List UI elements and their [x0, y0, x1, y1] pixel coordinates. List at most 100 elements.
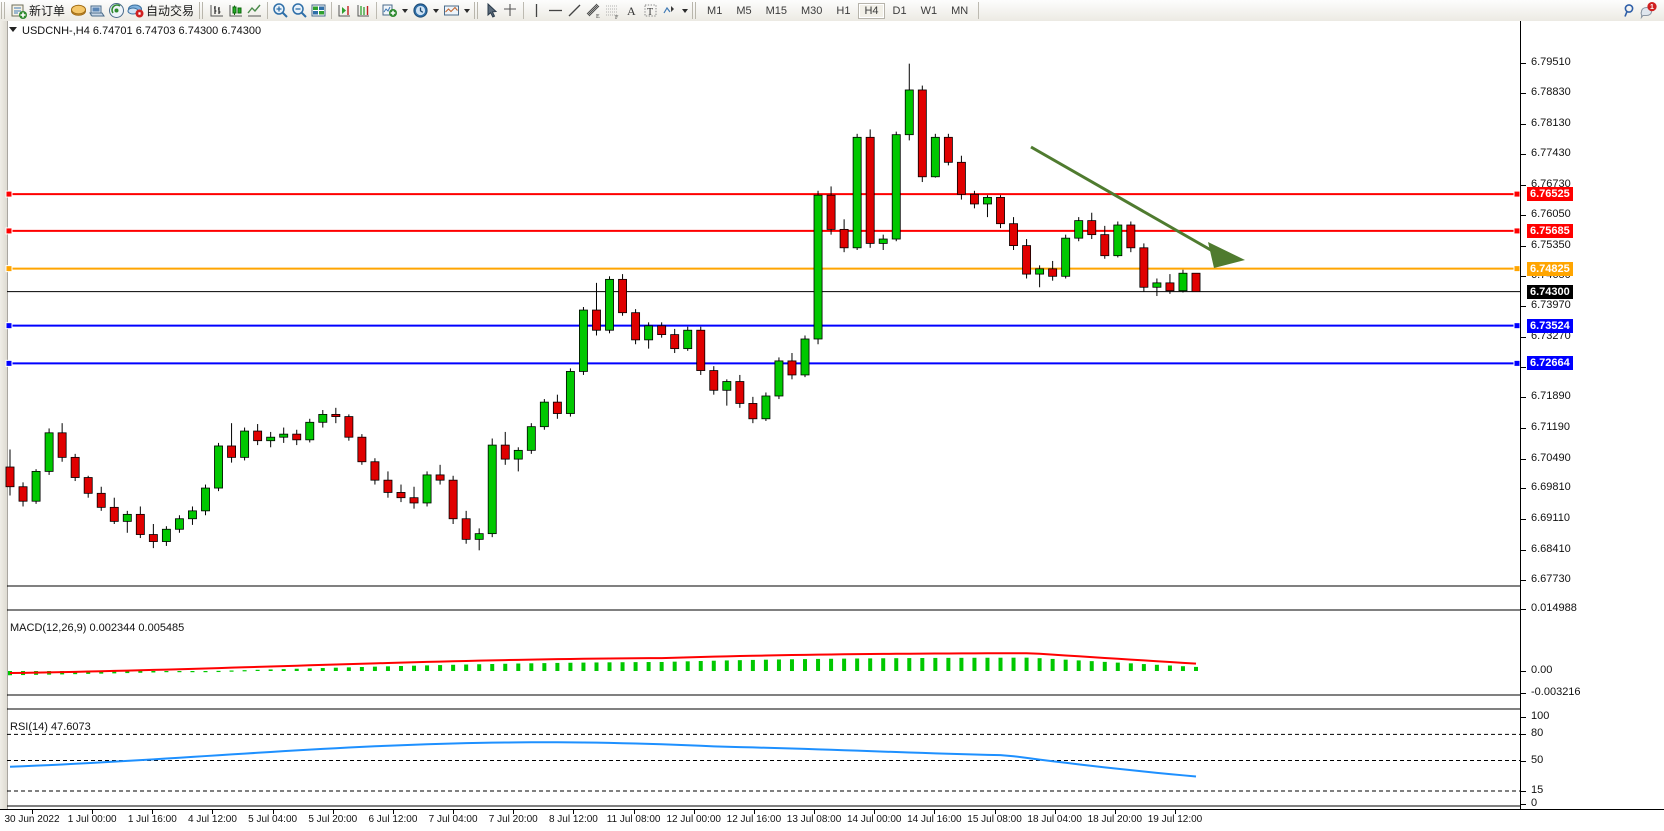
- timeframe-m30[interactable]: M30: [801, 4, 823, 17]
- price-level-tag-pivot[interactable]: 6.74825: [1527, 261, 1573, 276]
- price-level-tag-last-price[interactable]: 6.74300: [1527, 284, 1573, 299]
- chart-area[interactable]: USDCNH-,H4 6.74701 6.74703 6.74300 6.743…: [0, 21, 1664, 831]
- macd-tick: [1521, 671, 1526, 672]
- search-icon[interactable]: [1620, 1, 1639, 20]
- new-order-label[interactable]: 新订单: [29, 4, 66, 18]
- tile-windows-icon[interactable]: [309, 1, 328, 20]
- price-axis[interactable]: 6.79510 6.78830 6.78130 6.77430 6.76730 6.760…: [1520, 21, 1664, 809]
- templates-dropdown-caret[interactable]: [464, 8, 471, 13]
- price-level-tag-support[interactable]: 6.73524: [1527, 318, 1573, 333]
- price-level-tag-support[interactable]: 6.72664: [1527, 356, 1573, 371]
- toolbar-grip-4[interactable]: [692, 2, 699, 19]
- vertical-line-icon[interactable]: [527, 1, 546, 20]
- toolbar-grip-3[interactable]: [474, 2, 481, 19]
- timeframe-mn[interactable]: MN: [951, 4, 969, 17]
- rsi-tick: [1521, 760, 1526, 762]
- alerts-icon[interactable]: 1: [1639, 1, 1658, 20]
- time-tick: [1114, 810, 1116, 814]
- timeframe-m15[interactable]: M15: [765, 4, 787, 17]
- fibonacci-icon[interactable]: F: [603, 1, 622, 20]
- shapes-dropdown-caret[interactable]: [682, 8, 689, 13]
- time-tick-label: 1 Jul 16:00: [127, 814, 177, 825]
- timeframe-m1[interactable]: M1: [707, 4, 723, 17]
- time-tick-label: 6 Jul 12:00: [368, 814, 418, 825]
- price-tick-label: 6.69810: [1531, 481, 1571, 494]
- price-tick: [1521, 367, 1526, 369]
- shift-end-icon[interactable]: [335, 1, 354, 20]
- rsi-tick-label: 100: [1531, 710, 1550, 722]
- price-tick-label: 6.69110: [1531, 512, 1570, 525]
- macd-tick: [1521, 609, 1526, 610]
- new-order-icon[interactable]: [9, 1, 28, 20]
- price-level-tag-resistance[interactable]: 6.75685: [1527, 223, 1573, 238]
- bar-chart-icon[interactable]: [207, 1, 226, 20]
- auto-scroll-icon[interactable]: [354, 1, 373, 20]
- shapes-icon[interactable]: [660, 1, 679, 20]
- rsi-tick: [1521, 717, 1526, 718]
- time-tick: [874, 810, 876, 814]
- price-tick: [1521, 214, 1526, 216]
- indicators-dropdown-caret[interactable]: [402, 8, 409, 13]
- time-tick-label: 12 Jul 00:00: [666, 814, 721, 825]
- zoom-in-icon[interactable]: [271, 1, 290, 20]
- time-tick: [513, 810, 515, 814]
- periods-dropdown-caret[interactable]: [433, 8, 440, 13]
- rsi-tick: [1521, 734, 1526, 736]
- price-tick: [1521, 336, 1526, 338]
- price-tick: [1521, 63, 1526, 65]
- rsi-tick-label: 80: [1531, 727, 1544, 740]
- macd-indicator-label: MACD(12,26,9) 0.002344 0.005485: [10, 622, 185, 634]
- price-tick-label: 6.71890: [1531, 390, 1571, 403]
- toolbar-separator: [267, 2, 269, 19]
- time-tick: [693, 810, 695, 814]
- timeframe-h1[interactable]: H1: [836, 4, 851, 17]
- templates-icon[interactable]: [442, 1, 461, 20]
- equidistant-channel-icon[interactable]: E: [584, 1, 603, 20]
- text-label-icon[interactable]: T: [641, 1, 660, 20]
- price-plot[interactable]: [0, 21, 1520, 809]
- time-tick: [753, 810, 755, 814]
- toolbar-grip[interactable]: [1, 2, 7, 19]
- chart-collapse-triangle[interactable]: [9, 27, 17, 32]
- zoom-out-icon[interactable]: [290, 1, 309, 20]
- timeframe-d1[interactable]: D1: [892, 4, 907, 17]
- line-chart-icon[interactable]: [245, 1, 264, 20]
- indicators-icon[interactable]: [380, 1, 399, 20]
- periods-icon[interactable]: [411, 1, 430, 20]
- time-axis[interactable]: 30 Jun 2022 1 Jul 00:00 1 Jul 16:00 4 Jul 1…: [0, 809, 1664, 831]
- price-tick: [1521, 458, 1526, 460]
- rsi-tick-label: 50: [1531, 753, 1544, 766]
- toolbar-grip-2[interactable]: [199, 2, 206, 19]
- price-tick-label: 6.78830: [1531, 86, 1571, 99]
- time-tick-label: 18 Jul 20:00: [1087, 814, 1143, 825]
- crosshair-icon[interactable]: [501, 1, 520, 20]
- rsi-tick-label: 0: [1531, 797, 1538, 809]
- timeframe-m5[interactable]: M5: [736, 4, 752, 17]
- rsi-indicator-label: RSI(14) 47.6073: [10, 721, 91, 733]
- chart-title: USDCNH-,H4 6.74701 6.74703 6.74300 6.743…: [22, 25, 262, 37]
- auto-trading-label[interactable]: 自动交易: [146, 4, 195, 18]
- macd-tick-label: 0.014988: [1531, 602, 1577, 614]
- timeframe-h4[interactable]: H4: [858, 2, 885, 19]
- chart-canvas: [5, 63, 1520, 807]
- candlestick-chart-icon[interactable]: [226, 1, 245, 20]
- time-tick: [453, 810, 455, 814]
- open-data-folder-icon[interactable]: [88, 1, 107, 20]
- timeframe-w1[interactable]: W1: [920, 4, 938, 17]
- time-tick-label: 18 Jul 04:00: [1027, 814, 1082, 825]
- autotrading-icon[interactable]: [126, 1, 145, 20]
- alerts-count: 1: [1650, 4, 1654, 11]
- signal-icon[interactable]: [107, 1, 126, 20]
- time-tick: [152, 810, 154, 814]
- svg-text:E: E: [596, 14, 600, 20]
- text-icon[interactable]: A: [622, 1, 641, 20]
- horizontal-line-icon[interactable]: [546, 1, 565, 20]
- svg-text:T: T: [647, 7, 653, 18]
- cursor-icon[interactable]: [482, 1, 501, 20]
- trendline-icon[interactable]: [565, 1, 584, 20]
- profile-icon[interactable]: [69, 1, 88, 20]
- price-tick: [1521, 549, 1526, 551]
- price-level-tag-resistance[interactable]: 6.76525: [1527, 187, 1573, 202]
- time-tick-label: 14 Jul 16:00: [907, 814, 962, 825]
- rsi-tick: [1521, 790, 1526, 792]
